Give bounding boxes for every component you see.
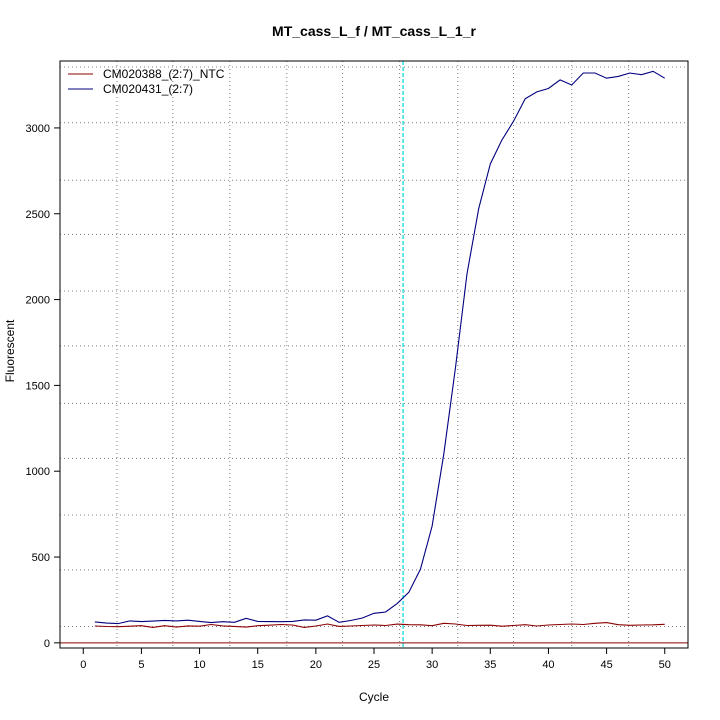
legend-label-2: CM020431_(2:7) <box>103 82 193 96</box>
x-tick-label: 0 <box>80 659 86 671</box>
x-tick-label: 35 <box>484 659 496 671</box>
x-tick-label: 10 <box>193 659 205 671</box>
x-tick-label: 50 <box>659 659 671 671</box>
y-tick-label: 500 <box>32 552 50 564</box>
y-tick-label: 3000 <box>26 123 50 135</box>
grid <box>60 61 688 648</box>
y-tick-label: 1000 <box>26 466 50 478</box>
series-line-1 <box>94 622 665 628</box>
y-axis-label: Fluorescent <box>3 319 17 382</box>
y-tick-label: 2500 <box>26 209 50 221</box>
x-tick-label: 25 <box>368 659 380 671</box>
chart-title: MT_cass_L_f / MT_cass_L_1_r <box>272 23 476 39</box>
legend-label-1: CM020388_(2:7)_NTC <box>103 67 225 81</box>
x-tick-label: 40 <box>542 659 554 671</box>
series-line-2 <box>94 70 665 625</box>
threshold-line-group <box>60 61 688 648</box>
x-axis-label: Cycle <box>359 690 389 704</box>
x-tick-label: 45 <box>600 659 612 671</box>
x-tick-label: 5 <box>138 659 144 671</box>
y-tick-label: 2000 <box>26 295 50 307</box>
y-axis: 0 500 1000 1500 2000 2500 3000 <box>26 123 60 650</box>
y-tick-label: 1500 <box>26 380 50 392</box>
x-tick-label: 30 <box>426 659 438 671</box>
x-tick-label: 20 <box>310 659 322 671</box>
x-tick-label: 15 <box>252 659 264 671</box>
x-axis: 0 5 10 15 20 25 30 35 40 45 50 <box>80 648 671 671</box>
y-tick-label: 0 <box>44 638 50 650</box>
series-group <box>94 70 665 628</box>
